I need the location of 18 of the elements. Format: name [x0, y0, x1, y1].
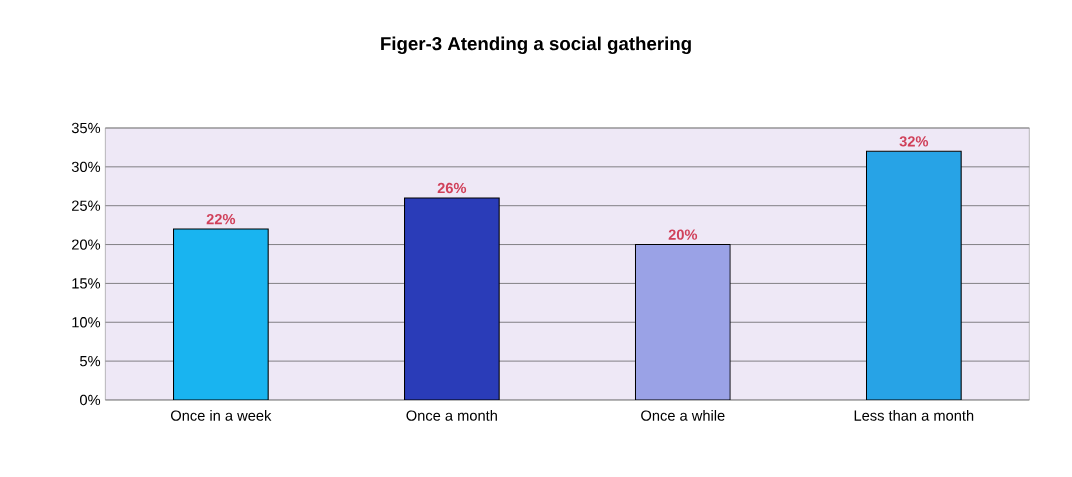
x-tick-label: Once a while — [641, 409, 725, 421]
x-tick-label: Once a month — [406, 409, 497, 421]
y-tick-label: 25% — [72, 200, 101, 211]
data-label: 20% — [668, 229, 698, 240]
data-label: 26% — [437, 182, 467, 194]
y-tick-label: 20% — [72, 239, 101, 250]
y-tick-label: 0% — [80, 394, 101, 406]
y-tick-label: 10% — [72, 316, 101, 328]
y-tick-label: 5% — [80, 355, 101, 367]
y-tick-label: 30% — [71, 161, 101, 172]
x-tick-label: Less than a month — [854, 409, 974, 421]
y-tick-label: 15% — [72, 278, 101, 289]
bar — [634, 243, 731, 400]
data-label: 22% — [206, 213, 236, 225]
chart-title: Figer-3 Atending a social gathering — [381, 36, 691, 54]
y-tick-label: 35% — [71, 122, 101, 134]
x-tick-label: Once in a week — [170, 409, 272, 421]
data-label: 32% — [899, 136, 929, 147]
